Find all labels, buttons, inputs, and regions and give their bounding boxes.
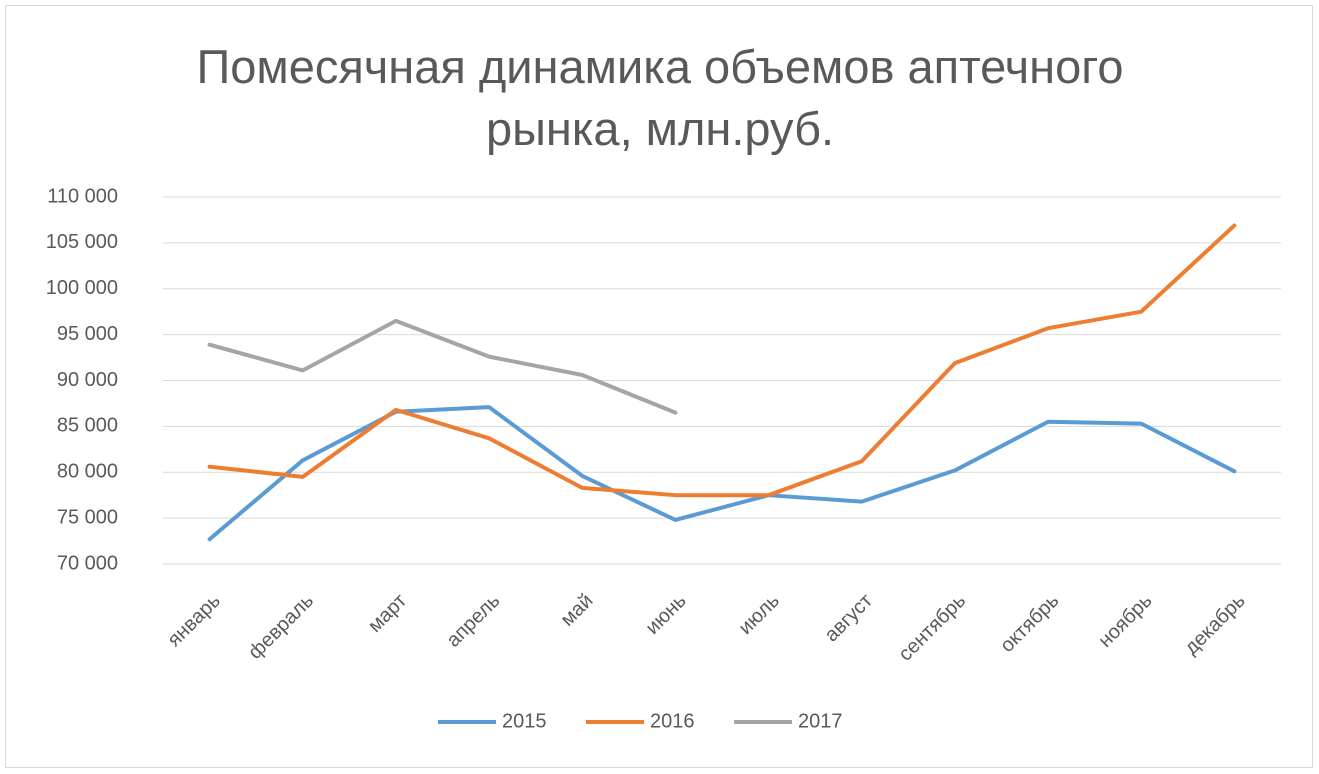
- legend-label: 2017: [798, 710, 843, 732]
- y-tick-label: 80 000: [57, 461, 118, 483]
- y-tick-label: 95 000: [57, 323, 118, 345]
- chart-border: [5, 5, 1313, 768]
- y-tick-label: 105 000: [46, 231, 118, 253]
- y-tick-label: 110 000: [47, 185, 118, 207]
- y-tick-label: 90 000: [57, 369, 118, 391]
- series-line: [207, 318, 678, 415]
- y-tick-label: 85 000: [57, 415, 118, 437]
- y-tick-label: 75 000: [57, 506, 118, 528]
- chart-title: Помесячная динамика объемов аптечного ры…: [196, 40, 1124, 155]
- legend-label: 2015: [502, 710, 547, 732]
- y-tick-label: 70 000: [57, 552, 118, 574]
- y-tick-label: 100 000: [46, 277, 118, 299]
- legend-label: 2016: [650, 710, 695, 732]
- series-line: [207, 223, 1237, 498]
